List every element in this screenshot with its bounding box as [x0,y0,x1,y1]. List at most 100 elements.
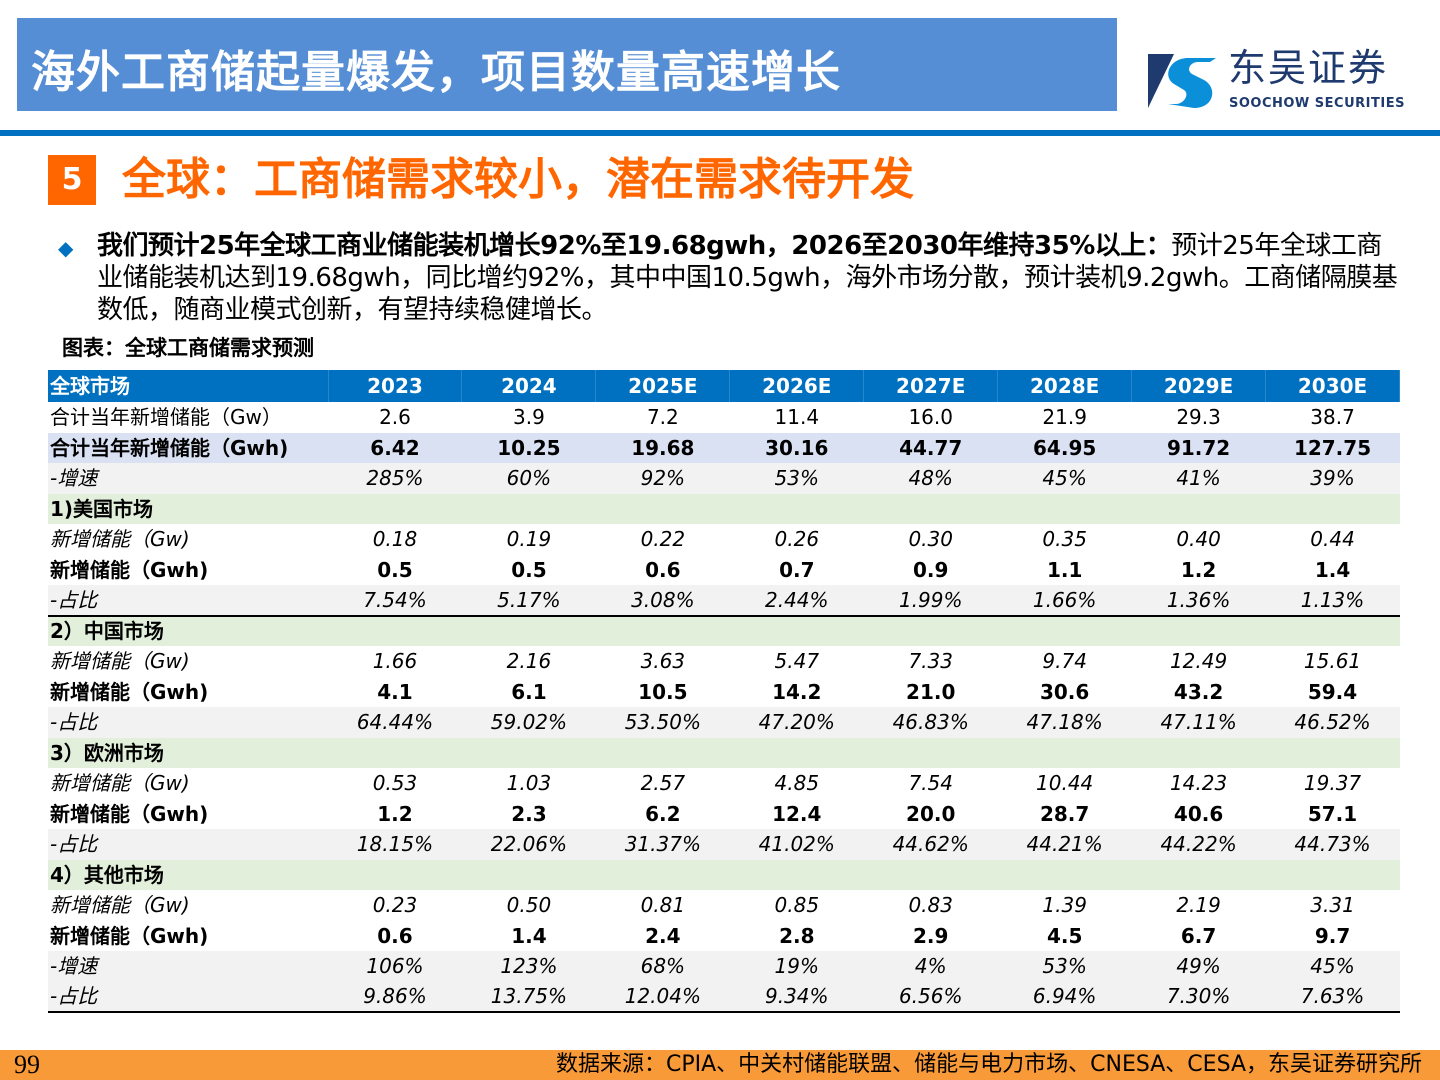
table-cell: 123% [461,951,596,982]
column-header: 2028E [997,370,1133,402]
table-cell [729,493,864,524]
row-label: 新增储能（Gw) [50,649,190,674]
table-cell: 0.30 [908,527,953,552]
table-cell: 7.30% [1131,981,1266,1013]
table-cell: 7.2 [595,402,730,433]
table-cell [729,737,864,768]
table-cell: 21.0 [906,679,956,704]
row-label: 新增储能（Gw) [50,893,190,918]
column-header: 全球市场 [48,370,329,402]
table-cell: 0.81 [640,893,686,918]
logo-name-cn: 东吴证券 [1228,46,1389,90]
table-cell: 6.2 [645,801,681,826]
table-cell: 28.7 [1039,801,1090,826]
table-row: 新增储能（Gw) 0.18 0.19 0.22 0.26 0.30 0.35 0.40 0.44 [48,524,1400,555]
table-cell: 10.44 [1036,771,1094,796]
table-row: 2）中国市场 [48,615,1400,646]
table-cell: 47.20% [729,707,864,738]
table-cell: 7.54 [908,771,953,796]
table-cell: 45% [1265,951,1400,982]
table-cell: 48% [863,463,998,494]
table-cell: 49% [1131,951,1266,982]
row-label: 新增储能（Gwh) [50,679,209,704]
row-label: -占比 [48,707,328,738]
table-cell [1131,859,1266,890]
row-label: 新增储能（Gw) [50,527,190,552]
table-row: 1)美国市场 [48,493,1400,524]
table-cell: 18.15% [328,829,462,860]
table-cell [595,737,730,768]
row-label: 合计当年新增储能（Gwh) [48,432,328,463]
table-cell: 2.3 [511,801,547,826]
table-cell: 0.23 [372,893,418,918]
table-cell [729,615,864,646]
table-cell: 64.44% [328,707,462,738]
table-row: 合计当年新增储能（Gwh) 6.42 10.25 19.68 30.16 44.77 64.… [48,432,1400,463]
table-cell: 0.22 [640,527,686,552]
table-cell: 1.4 [511,923,547,948]
column-header: 2025E [595,370,731,402]
table-cell [997,737,1132,768]
table-cell [1131,737,1266,768]
table-cell: 1.99% [863,585,998,617]
page-number: 99 [14,1050,40,1079]
table-cell [1265,737,1400,768]
table-cell: 43.2 [1173,679,1224,704]
table-cell [997,615,1132,646]
column-header: 2030E [1265,370,1400,402]
table-cell: 14.23 [1169,771,1228,796]
soochow-logo-icon [1148,54,1216,108]
column-header: 2027E [863,370,999,402]
table-cell: 21.9 [997,402,1132,433]
table-cell: 106% [328,951,462,982]
table-cell: 6.7 [1180,923,1217,948]
table-cell: 39% [1265,463,1400,494]
table-cell: 19% [729,951,864,982]
table-cell: 30.16 [729,432,864,463]
row-label: 新增储能（Gw) [50,771,190,796]
table-cell [461,493,596,524]
row-label: 2）中国市场 [48,615,328,646]
table-row: 新增储能（Gwh) 0.5 0.5 0.6 0.7 0.9 1.1 1.2 1.4 [48,555,1400,586]
table-cell: 13.75% [461,981,596,1013]
table-cell: 14.2 [772,679,822,704]
table-row: 新增储能（Gw) 1.66 2.16 3.63 5.47 7.33 9.74 12.49 15.… [48,646,1400,677]
table-cell: 9.74 [1042,649,1087,674]
table-cell: 91.72 [1131,432,1266,463]
table-cell: 47.11% [1131,707,1266,738]
table-cell: 10.5 [638,679,688,704]
table-cell: 44.21% [997,829,1132,860]
table-cell: 3.08% [595,585,730,617]
table-cell [863,859,998,890]
table-cell: 3.63 [640,649,686,674]
row-label: 合计当年新增储能（Gw） [48,402,328,433]
table-cell: 0.6 [645,557,681,582]
table-row: 新增储能（Gwh) 4.1 6.1 10.5 14.2 21.0 30.6 43.2 59.4 [48,677,1400,708]
table-cell: 2.4 [645,923,681,948]
table-cell: 53% [729,463,864,494]
data-source: 数据来源：CPIA、中关村储能联盟、储能与电力市场、CNESA、CESA，东吴证… [556,1052,1422,1077]
table-cell: 1.2 [377,801,413,826]
table-cell: 22.06% [461,829,596,860]
table-cell: 2.6 [328,402,462,433]
table-cell: 1.4 [1314,557,1351,582]
table-cell: 29.3 [1131,402,1266,433]
table-cell: 19.68 [595,432,730,463]
row-label: 1)美国市场 [48,493,328,524]
table-cell: 3.31 [1310,893,1355,918]
row-label: -增速 [48,951,328,982]
table-cell: 11.4 [729,402,864,433]
table-cell: 127.75 [1265,432,1400,463]
bullet-paragraph: 我们预计25年全球工商业储能装机增长92%至19.68gwh，2026至2030… [97,230,1400,326]
table-cell [595,615,730,646]
table-header-row: 全球市场 2023 2024 2025E 2026E 2027E 2028E 2029E 203… [48,370,1400,402]
table-cell: 16.0 [863,402,998,433]
table-cell: 0.5 [511,557,547,582]
table-caption: 图表：全球工商储需求预测 [62,336,314,360]
row-label: 4）其他市场 [48,859,328,890]
table-cell: 41.02% [729,829,864,860]
table-cell: 0.26 [774,527,820,552]
table-cell [863,493,998,524]
table-row: 3）欧洲市场 [48,737,1400,768]
table-cell: 9.34% [729,981,864,1013]
